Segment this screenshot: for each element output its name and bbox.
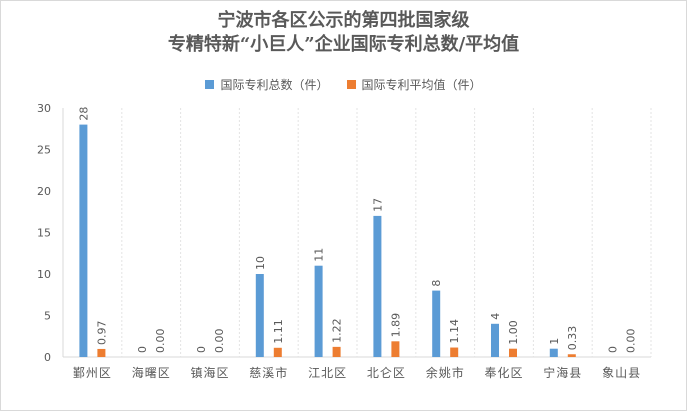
- legend-swatch-total: [205, 80, 215, 89]
- y-tick-label: 10: [37, 268, 51, 281]
- x-category-label: 宁海县: [543, 365, 582, 380]
- legend-item-total: 国际专利总数（件）: [205, 76, 329, 93]
- data-label-average: 0.97: [95, 320, 108, 345]
- x-category-label: 镇海区: [190, 365, 229, 380]
- x-category-label: 慈溪市: [249, 365, 288, 380]
- data-label-average: 1.11: [272, 319, 285, 344]
- legend-label-average: 国际专利平均值（件）: [361, 78, 482, 92]
- data-label-total: 0: [136, 346, 149, 353]
- y-tick-label: 0: [44, 351, 51, 364]
- bar-average: [97, 348, 106, 357]
- data-label-average: 0.00: [625, 329, 638, 354]
- data-label-total: 10: [254, 256, 267, 270]
- bar-average: [332, 346, 341, 357]
- data-label-total: 8: [430, 280, 443, 287]
- data-label-average: 0.33: [566, 326, 579, 351]
- x-category-label: 江北区: [308, 366, 347, 380]
- data-label-total: 0: [607, 346, 620, 353]
- bar-average: [450, 347, 459, 357]
- y-tick-label: 5: [44, 310, 51, 323]
- bar-total: [314, 265, 323, 357]
- bar-average: [509, 348, 517, 357]
- data-label-total: 0: [195, 346, 208, 353]
- bar-total: [549, 348, 558, 357]
- bar-total: [255, 274, 264, 357]
- legend-label-total: 国际专利总数（件）: [220, 78, 329, 92]
- bar-total: [79, 124, 88, 357]
- bar-average: [567, 354, 576, 357]
- y-tick-label: 20: [37, 185, 51, 198]
- chart-title-line-2: 专精特新“小巨人”企业国际专利总数/平均值: [167, 34, 520, 55]
- y-tick-label: 25: [37, 144, 51, 157]
- data-label-average: 1.89: [389, 313, 402, 338]
- bar-average: [273, 347, 282, 357]
- bar-total: [373, 215, 382, 357]
- legend-item-average: 国际专利平均值（件）: [346, 76, 482, 93]
- chart-title: 宁波市各区公示的第四批国家级 专精特新“小巨人”企业国际专利总数/平均值: [1, 9, 686, 57]
- legend-swatch-average: [346, 80, 356, 89]
- x-category-label: 北仑区: [367, 366, 406, 380]
- data-label-average: 1.00: [507, 320, 520, 345]
- bar-total: [432, 290, 441, 357]
- chart-legend: 国际专利总数（件） 国际专利平均值（件）: [1, 76, 686, 93]
- bar-total: [491, 323, 499, 357]
- data-label-total: 11: [313, 248, 326, 262]
- data-label-total: 28: [77, 107, 90, 121]
- bar-average: [391, 341, 400, 357]
- x-category-label: 象山县: [602, 366, 641, 380]
- data-label-total: 4: [489, 313, 502, 320]
- data-label-average: 1.14: [448, 319, 461, 344]
- data-label-total: 17: [371, 198, 384, 212]
- x-category-label: 余姚市: [426, 365, 465, 380]
- x-category-label: 鄞州区: [73, 366, 112, 380]
- data-label-average: 0.00: [154, 329, 167, 354]
- x-category-label: 奉化区: [484, 366, 523, 380]
- data-label-average: 0.00: [213, 329, 226, 354]
- data-label-average: 1.22: [331, 318, 344, 343]
- chart-title-line-1: 宁波市各区公示的第四批国家级: [217, 10, 470, 31]
- data-label-total: 1: [548, 338, 561, 345]
- x-category-label: 海曙区: [132, 365, 171, 380]
- y-tick-label: 15: [37, 227, 51, 240]
- y-tick-label: 30: [37, 102, 51, 115]
